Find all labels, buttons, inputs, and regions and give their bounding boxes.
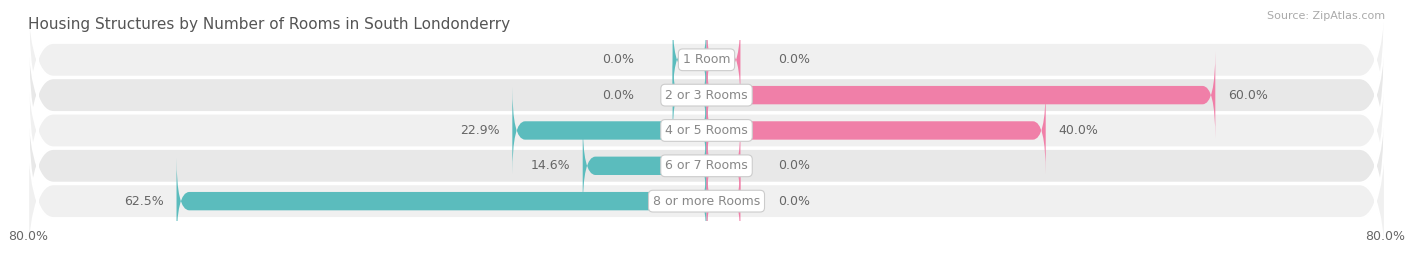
Text: 60.0%: 60.0% bbox=[1227, 89, 1268, 102]
FancyBboxPatch shape bbox=[512, 87, 707, 174]
Text: 62.5%: 62.5% bbox=[124, 195, 163, 208]
FancyBboxPatch shape bbox=[672, 16, 707, 104]
Text: 40.0%: 40.0% bbox=[1059, 124, 1098, 137]
FancyBboxPatch shape bbox=[177, 157, 707, 245]
FancyBboxPatch shape bbox=[707, 16, 741, 104]
Text: Housing Structures by Number of Rooms in South Londonderry: Housing Structures by Number of Rooms in… bbox=[28, 17, 510, 32]
FancyBboxPatch shape bbox=[28, 77, 1385, 255]
Text: 0.0%: 0.0% bbox=[602, 53, 634, 66]
FancyBboxPatch shape bbox=[707, 157, 741, 245]
Text: 4 or 5 Rooms: 4 or 5 Rooms bbox=[665, 124, 748, 137]
FancyBboxPatch shape bbox=[28, 0, 1385, 149]
Text: 0.0%: 0.0% bbox=[602, 89, 634, 102]
Text: 22.9%: 22.9% bbox=[460, 124, 499, 137]
Text: 0.0%: 0.0% bbox=[779, 159, 811, 172]
FancyBboxPatch shape bbox=[707, 122, 741, 210]
Text: 1 Room: 1 Room bbox=[683, 53, 730, 66]
FancyBboxPatch shape bbox=[707, 51, 1215, 139]
FancyBboxPatch shape bbox=[582, 122, 707, 210]
Text: 2 or 3 Rooms: 2 or 3 Rooms bbox=[665, 89, 748, 102]
Text: 8 or more Rooms: 8 or more Rooms bbox=[652, 195, 761, 208]
FancyBboxPatch shape bbox=[28, 6, 1385, 184]
Text: 0.0%: 0.0% bbox=[779, 195, 811, 208]
FancyBboxPatch shape bbox=[28, 41, 1385, 220]
FancyBboxPatch shape bbox=[28, 112, 1385, 269]
FancyBboxPatch shape bbox=[707, 87, 1046, 174]
Text: Source: ZipAtlas.com: Source: ZipAtlas.com bbox=[1267, 11, 1385, 21]
Text: 6 or 7 Rooms: 6 or 7 Rooms bbox=[665, 159, 748, 172]
FancyBboxPatch shape bbox=[672, 51, 707, 139]
Text: 0.0%: 0.0% bbox=[779, 53, 811, 66]
Text: 14.6%: 14.6% bbox=[530, 159, 569, 172]
